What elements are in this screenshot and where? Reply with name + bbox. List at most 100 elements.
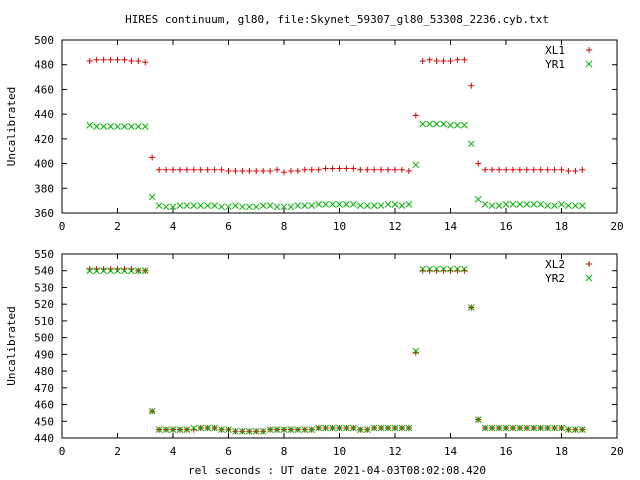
data-point	[530, 200, 538, 208]
x-tick-label: 16	[499, 445, 512, 458]
data-point	[308, 166, 315, 173]
data-point	[287, 203, 295, 211]
data-point	[267, 167, 274, 174]
data-point	[461, 121, 468, 129]
data-point	[474, 416, 482, 423]
series-xl2	[86, 266, 586, 435]
data-point	[204, 166, 211, 173]
data-point	[190, 202, 198, 209]
data-point	[565, 202, 572, 209]
data-point	[232, 202, 239, 209]
data-point	[225, 203, 232, 211]
data-point	[294, 167, 301, 174]
data-point	[266, 202, 274, 209]
data-point	[357, 166, 364, 173]
top-plot-panel: 0 2 4 6 8 10 12 14 16 18 20 360 380 400 420 440 460 480 50…	[5, 34, 624, 233]
data-point	[315, 200, 323, 208]
data-point	[363, 426, 371, 433]
data-point	[86, 267, 94, 275]
y-tick-label: 540	[34, 265, 54, 278]
data-point	[134, 267, 142, 275]
data-point	[86, 58, 93, 65]
data-point	[148, 193, 156, 201]
data-point	[447, 58, 454, 65]
x-tick-label: 6	[225, 445, 232, 458]
y-axis-label: Uncalibrated	[5, 87, 18, 166]
data-point	[322, 165, 329, 172]
data-point	[454, 265, 461, 273]
y-tick-label: 520	[34, 298, 54, 311]
data-point	[385, 166, 392, 173]
data-point	[134, 123, 142, 130]
y-tick-label: 380	[34, 182, 54, 195]
data-point	[281, 169, 287, 176]
data-point	[523, 424, 531, 432]
x-tick-label: 0	[59, 220, 66, 233]
data-point	[176, 166, 183, 173]
y-tick-label: 440	[34, 432, 54, 445]
y-tick-label: 530	[34, 281, 54, 294]
data-point	[197, 424, 205, 432]
data-point	[468, 82, 475, 89]
data-point	[509, 424, 517, 432]
data-point	[419, 265, 427, 273]
data-point	[162, 426, 170, 433]
data-point	[252, 203, 260, 211]
data-point	[502, 200, 510, 208]
data-point	[93, 267, 101, 275]
data-point	[488, 202, 496, 209]
data-point	[523, 200, 531, 208]
data-point	[578, 426, 586, 433]
data-point	[384, 200, 392, 208]
data-point	[301, 166, 308, 173]
data-point	[156, 166, 163, 173]
data-point	[350, 424, 357, 432]
data-point	[572, 167, 579, 174]
data-point	[551, 166, 558, 173]
data-point	[128, 58, 135, 65]
data-point	[447, 121, 454, 129]
x-tick-label: 4	[170, 445, 177, 458]
x-tick-label: 10	[333, 445, 346, 458]
legend-label: YR1	[545, 58, 565, 71]
data-point	[266, 426, 274, 433]
data-point	[190, 166, 197, 173]
y-tick-label: 460	[34, 399, 54, 412]
data-point	[239, 203, 246, 211]
data-point	[294, 202, 302, 209]
data-point	[204, 202, 212, 209]
data-point	[114, 56, 121, 63]
data-point	[384, 424, 392, 432]
data-point	[107, 267, 114, 275]
data-point	[392, 166, 398, 173]
data-point	[378, 166, 385, 173]
data-point	[141, 123, 149, 130]
data-point	[149, 154, 156, 161]
data-point	[530, 424, 538, 432]
x-tick-label: 12	[388, 445, 401, 458]
y-axis-label: Uncalibrated	[5, 306, 18, 385]
data-point	[308, 202, 316, 209]
data-point	[405, 200, 413, 208]
data-point	[329, 200, 336, 208]
data-point	[461, 56, 468, 63]
data-point	[537, 200, 545, 208]
data-point	[211, 166, 218, 173]
x-tick-label: 10	[333, 220, 346, 233]
data-point	[107, 123, 114, 130]
data-point	[204, 424, 212, 432]
data-point	[329, 424, 336, 432]
data-point	[114, 267, 121, 275]
y-tick-label: 460	[34, 83, 54, 96]
data-point	[530, 166, 537, 173]
data-point	[565, 167, 572, 174]
data-point	[246, 167, 253, 174]
data-point	[163, 166, 170, 173]
x-tick-label: 16	[499, 220, 512, 233]
data-point	[467, 304, 475, 311]
x-tick-label: 2	[114, 445, 121, 458]
data-point	[481, 424, 489, 432]
data-point	[509, 166, 516, 173]
x-tick-label: 4	[170, 220, 177, 233]
data-point	[329, 165, 336, 172]
